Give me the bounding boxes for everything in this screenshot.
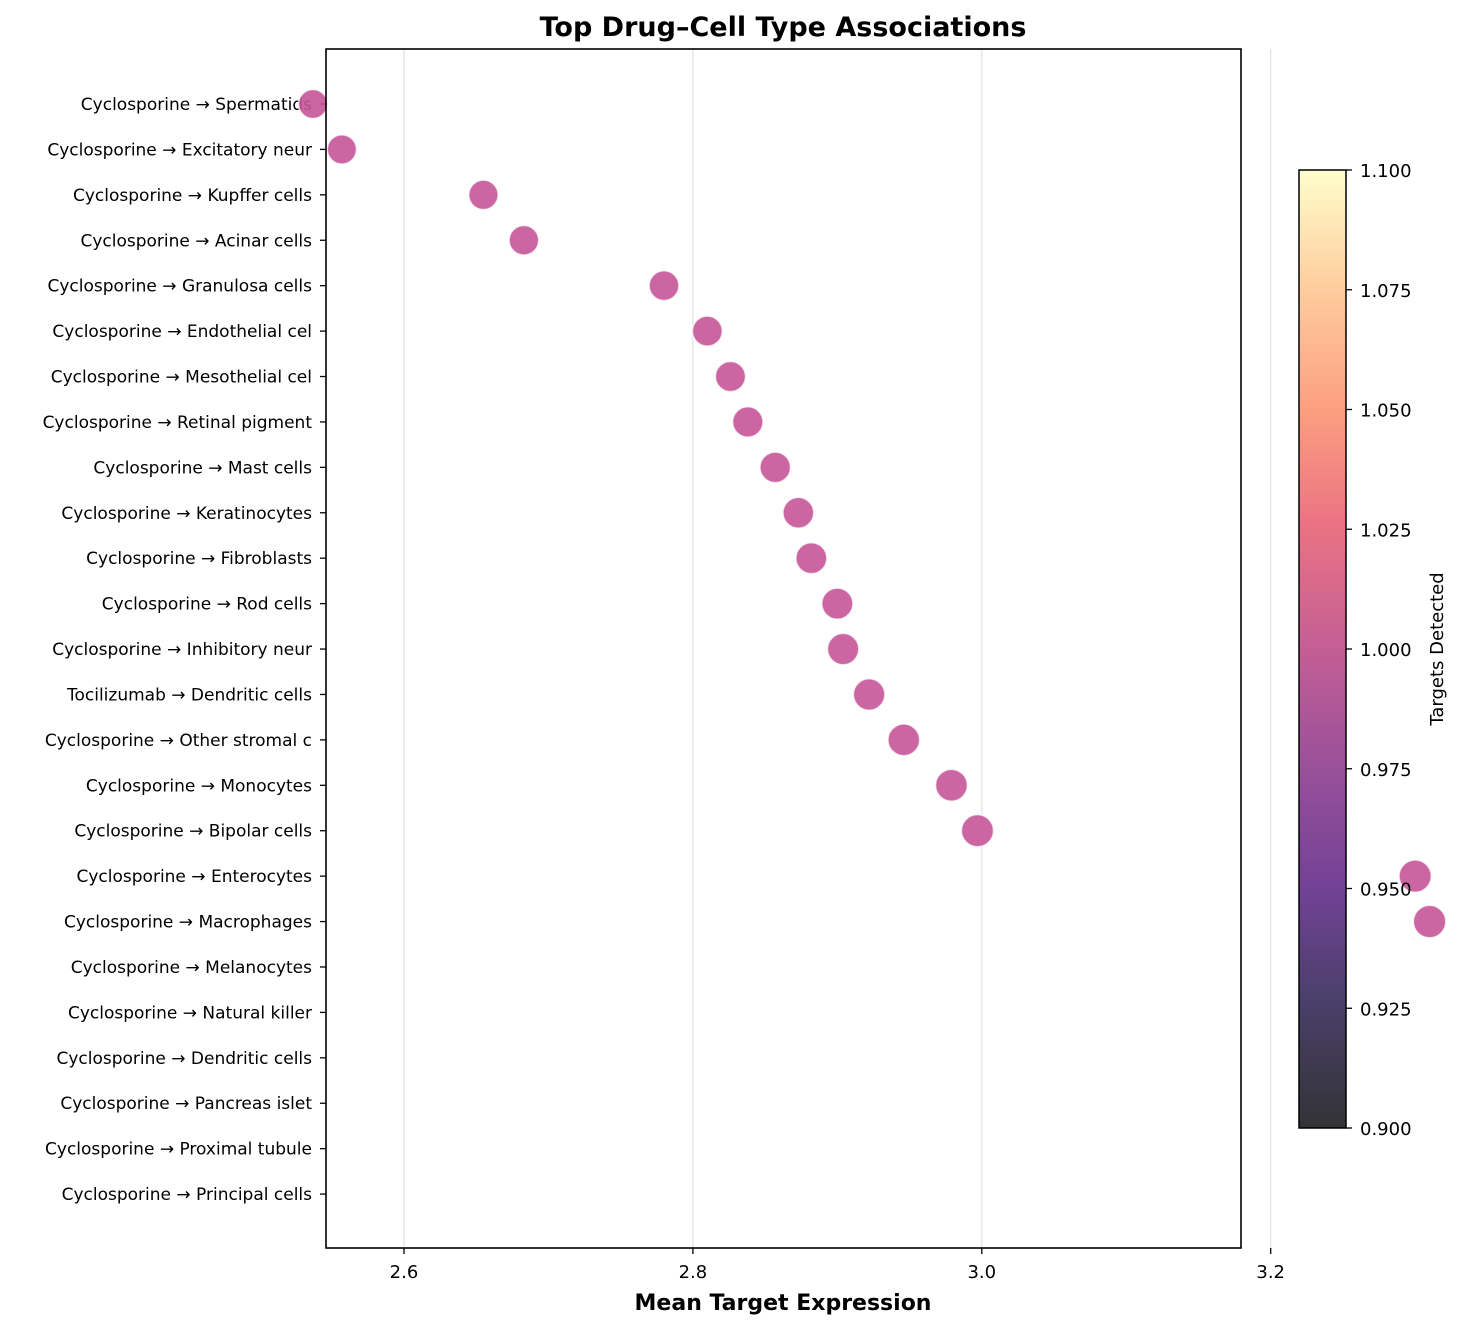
data-point — [759, 451, 792, 484]
y-tick-label: Cyclosporine → Bipolar cells — [74, 822, 312, 842]
y-tick-label: Cyclosporine → Dendritic cells — [56, 1049, 312, 1069]
y-tick-label: Cyclosporine → Inhibitory neur — [52, 640, 312, 660]
y-tick-label: Cyclosporine → Melanocytes — [71, 958, 312, 978]
y-tick-label: Cyclosporine → Spermatids — [81, 95, 312, 115]
y-tick-label: Cyclosporine → Proximal tubule — [45, 1140, 312, 1160]
y-tick-label: Cyclosporine → Enterocytes — [77, 867, 313, 887]
y-tick-label: Cyclosporine → Rod cells — [102, 595, 312, 615]
colorbar-tick-label: 0.900 — [1360, 1119, 1412, 1140]
data-point — [648, 270, 680, 302]
y-tick-label: Cyclosporine → Mast cells — [93, 458, 312, 478]
colorbar-tick-label: 0.950 — [1360, 880, 1412, 901]
data-point — [852, 677, 886, 711]
data-point — [714, 360, 747, 393]
y-tick-label: Cyclosporine → Mesothelial cel — [51, 368, 312, 388]
y-tick-label: Cyclosporine → Excitatory neur — [47, 140, 312, 160]
y-tick-label: Cyclosporine → Macrophages — [64, 913, 312, 933]
colorbar-tick-label: 0.925 — [1360, 999, 1412, 1020]
y-tick-label: Cyclosporine → Acinar cells — [80, 231, 312, 251]
data-point — [795, 541, 828, 575]
y-tick-label: Cyclosporine → Granulosa cells — [48, 277, 313, 297]
colorbar-tick-labels: 0.900 0.925 0.950 0.975 1.000 1.025 1.050 1.075… — [1346, 161, 1412, 1140]
x-tick-label: 2.6 — [390, 1262, 419, 1283]
y-tick-label: Cyclosporine → Natural killer — [68, 1003, 312, 1023]
x-gridlines — [403, 49, 1272, 1248]
y-tick-label: Cyclosporine → Fibroblasts — [86, 549, 312, 569]
data-point — [1412, 904, 1447, 939]
scatter-points — [297, 88, 1447, 939]
data-point — [468, 179, 499, 211]
colorbar-tick-label: 1.050 — [1360, 401, 1412, 422]
data-point — [297, 88, 329, 120]
data-point — [934, 768, 969, 802]
chart-title: Top Drug–Cell Type Associations — [540, 12, 1027, 43]
colorbar-tick-label: 1.025 — [1360, 520, 1412, 541]
colorbar-tick-label: 0.975 — [1360, 760, 1412, 781]
colorbar-tick-label: 1.000 — [1360, 640, 1412, 661]
y-tick-label: Cyclosporine → Endothelial cel — [52, 322, 312, 342]
y-tick-label: Cyclosporine → Kupffer cells — [73, 186, 312, 206]
x-tick-label: 3.0 — [967, 1262, 996, 1283]
y-tick-label: Cyclosporine → Principal cells — [62, 1185, 313, 1205]
data-point — [1398, 859, 1433, 894]
data-point — [691, 315, 724, 347]
y-tick-label: Cyclosporine → Other stromal c — [45, 731, 312, 751]
data-point — [508, 224, 540, 256]
data-point — [887, 723, 921, 757]
y-tick-label: Cyclosporine → Keratinocytes — [61, 504, 312, 524]
data-point — [826, 632, 860, 666]
data-point — [782, 496, 815, 529]
y-tick-label: Cyclosporine → Retinal pigment — [43, 413, 313, 433]
x-tick-label: 2.8 — [679, 1262, 708, 1283]
y-tick-label: Tocilizumab → Dendritic cells — [66, 685, 312, 705]
data-point — [960, 813, 995, 848]
y-tick-label: Cyclosporine → Pancreas islet — [60, 1094, 312, 1114]
colorbar-label: Targets Detected — [1427, 572, 1448, 726]
colorbar — [1298, 169, 1347, 1129]
colorbar-tick-label: 1.075 — [1360, 281, 1412, 302]
plot-frame — [325, 48, 1242, 1249]
y-tick-label: Cyclosporine → Monocytes — [86, 776, 312, 796]
data-point — [821, 587, 854, 620]
data-point — [731, 406, 764, 438]
x-tick-label: 3.2 — [1256, 1262, 1285, 1283]
x-axis-label: Mean Target Expression — [635, 1291, 932, 1316]
colorbar-tick-label: 1.100 — [1360, 161, 1412, 182]
y-tick-labels: Cyclosporine → Spermatids Cyclosporine → … — [43, 95, 326, 1205]
x-tick-labels: 2.62.83.03.23.43.63.84.0 — [390, 1248, 1285, 1283]
data-point — [326, 134, 358, 165]
